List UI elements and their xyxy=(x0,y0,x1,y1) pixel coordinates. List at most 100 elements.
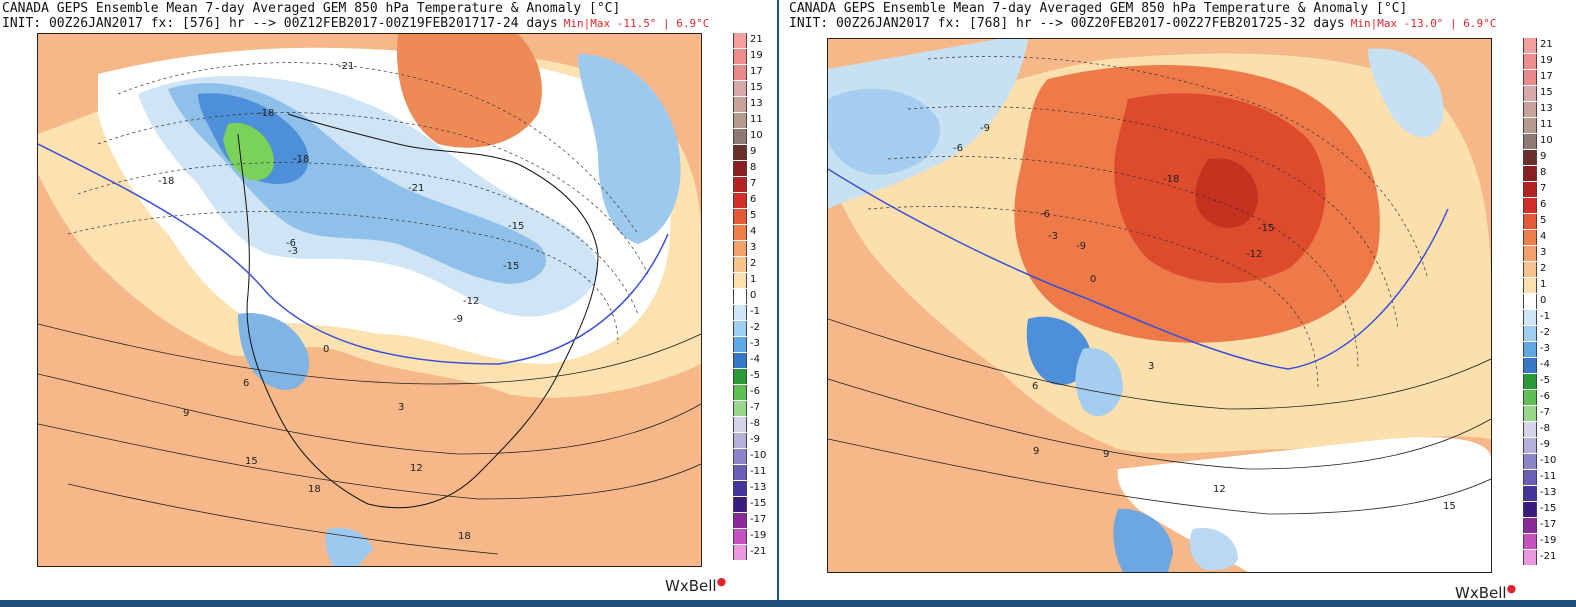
colorbar-tick-label: 11 xyxy=(1540,119,1553,130)
contour-label: -3 xyxy=(1048,231,1058,242)
colorbar-swatch xyxy=(733,33,747,48)
colorbar-swatch xyxy=(1523,246,1537,261)
contour-label: -18 xyxy=(158,176,174,187)
colorbar-swatch xyxy=(1523,534,1537,549)
colorbar-swatch xyxy=(1523,390,1537,405)
colorbar-tick-label: 7 xyxy=(750,178,757,189)
contour-label: -6 xyxy=(1040,209,1050,220)
colorbar-swatch xyxy=(733,401,747,416)
contour-label: -6 xyxy=(953,143,963,154)
contour-label: 12 xyxy=(1213,484,1226,495)
colorbar-swatch xyxy=(1523,550,1537,565)
temperature-anomaly-map: -9 -6 -18 -15 -12 -9 -6 -3 0 3 6 9 12 15… xyxy=(827,38,1492,573)
colorbar-tick-label: 8 xyxy=(750,162,757,173)
colorbar-tick-label: 17 xyxy=(750,66,763,77)
colorbar-swatch xyxy=(1523,86,1537,101)
colorbar-tick-label: -11 xyxy=(750,466,767,477)
colorbar-swatch xyxy=(733,97,747,112)
colorbar-tick-label: 13 xyxy=(1540,103,1553,114)
colorbar-swatch xyxy=(733,257,747,272)
wxbell-logo: WxBell● xyxy=(1455,582,1517,600)
colorbar-tick-label: -2 xyxy=(750,322,760,333)
colorbar-tick-label: -15 xyxy=(1540,503,1557,514)
colorbar-tick-label: 0 xyxy=(1540,295,1547,306)
colorbar-tick-label: -7 xyxy=(750,402,760,413)
contour-label: 3 xyxy=(398,402,404,413)
colorbar-tick-label: -21 xyxy=(1540,551,1557,562)
contour-label: 6 xyxy=(1032,381,1038,392)
colorbar-tick-label: -17 xyxy=(1540,519,1557,530)
colorbar-tick-label: 21 xyxy=(1540,39,1553,50)
colorbar-tick-label: 13 xyxy=(750,98,763,109)
colorbar-swatch xyxy=(1523,438,1537,453)
colorbar-tick-label: 2 xyxy=(750,258,757,269)
contour-label: -15 xyxy=(1258,223,1274,234)
colorbar-swatch xyxy=(733,321,747,336)
wxbell-logo: WxBell● xyxy=(665,575,727,595)
colorbar-swatch xyxy=(733,385,747,400)
colorbar-swatch xyxy=(733,177,747,192)
colorbar-tick-label: 2 xyxy=(1540,263,1547,274)
colorbar-swatch xyxy=(1523,70,1537,85)
colorbar-tick-label: -15 xyxy=(750,498,767,509)
contour-label: -3 xyxy=(288,246,298,257)
contour-label: 15 xyxy=(1443,501,1456,512)
contour-label: -21 xyxy=(338,61,354,72)
colorbar-swatch xyxy=(733,305,747,320)
colorbar-tick-label: -6 xyxy=(1540,391,1550,402)
colorbar-tick-label: -1 xyxy=(750,306,760,317)
colorbar-swatch xyxy=(1523,406,1537,421)
colorbar-tick-label: -8 xyxy=(1540,423,1550,434)
colorbar-swatch xyxy=(733,209,747,224)
colorbar-tick-label: -7 xyxy=(1540,407,1550,418)
colorbar-swatch xyxy=(1523,182,1537,197)
colorbar-tick-label: -9 xyxy=(1540,439,1550,450)
colorbar-swatch xyxy=(1523,470,1537,485)
panel-right: CANADA GEPS Ensemble Mean 7-day Averaged… xyxy=(779,0,1576,600)
colorbar-tick-label: 7 xyxy=(1540,183,1547,194)
colorbar-tick-label: -5 xyxy=(1540,375,1550,386)
colorbar-swatch xyxy=(733,529,747,544)
colorbar-tick-label: -10 xyxy=(1540,455,1557,466)
colorbar: 21 19 17 15 13 11 10 9 8 7 6 5 4 3 2 1 0 -1 -2 -3 -4 -5 -6 -7 -8… xyxy=(1523,38,1576,568)
init-text: INIT: 00Z26JAN2017 fx: [576] hr --> 00Z1… xyxy=(2,16,480,31)
colorbar-swatch xyxy=(733,161,747,176)
colorbar-swatch xyxy=(733,289,747,304)
colorbar-tick-label: -1 xyxy=(1540,311,1550,322)
colorbar-swatch xyxy=(733,465,747,480)
colorbar-swatch xyxy=(1523,486,1537,501)
colorbar-tick-label: -6 xyxy=(750,386,760,397)
map-svg: -9 -6 -18 -15 -12 -9 -6 -3 0 3 6 9 12 15… xyxy=(828,39,1491,572)
colorbar-swatch xyxy=(733,353,747,368)
colorbar-swatch xyxy=(1523,294,1537,309)
contour-label: 6 xyxy=(243,378,249,389)
colorbar-tick-label: 9 xyxy=(1540,151,1547,162)
colorbar-swatch xyxy=(1523,230,1537,245)
panel-init-line: INIT: 00Z26JAN2017 fx: [576] hr --> 00Z1… xyxy=(2,16,709,31)
contour-label: -12 xyxy=(463,296,479,307)
colorbar-tick-label: -21 xyxy=(750,546,767,557)
colorbar-swatch xyxy=(1523,326,1537,341)
colorbar-tick-label: -19 xyxy=(1540,535,1557,546)
panel-left: CANADA GEPS Ensemble Mean 7-day Averaged… xyxy=(0,0,777,600)
colorbar-swatch xyxy=(1523,166,1537,181)
colorbar-swatch xyxy=(1523,102,1537,117)
colorbar-swatch xyxy=(1523,38,1537,53)
contour-label: 9 xyxy=(183,408,189,419)
contour-label: 9 xyxy=(1103,449,1109,460)
colorbar-tick-label: -3 xyxy=(750,338,760,349)
colorbar-tick-label: -17 xyxy=(750,514,767,525)
colorbar-swatch xyxy=(733,273,747,288)
contour-label: -12 xyxy=(1246,249,1262,260)
colorbar-swatch xyxy=(1523,374,1537,389)
contour-label: -21 xyxy=(408,183,424,194)
colorbar-swatch xyxy=(1523,422,1537,437)
colorbar-tick-label: -11 xyxy=(1540,471,1557,482)
colorbar-tick-label: 17 xyxy=(1540,71,1553,82)
colorbar-swatch xyxy=(733,449,747,464)
colorbar-swatch xyxy=(1523,150,1537,165)
colorbar-tick-label: 4 xyxy=(1540,231,1547,242)
colorbar-tick-label: 9 xyxy=(750,146,757,157)
forecast-days: 17-24 days xyxy=(479,16,558,31)
colorbar-tick-label: 1 xyxy=(1540,279,1547,290)
